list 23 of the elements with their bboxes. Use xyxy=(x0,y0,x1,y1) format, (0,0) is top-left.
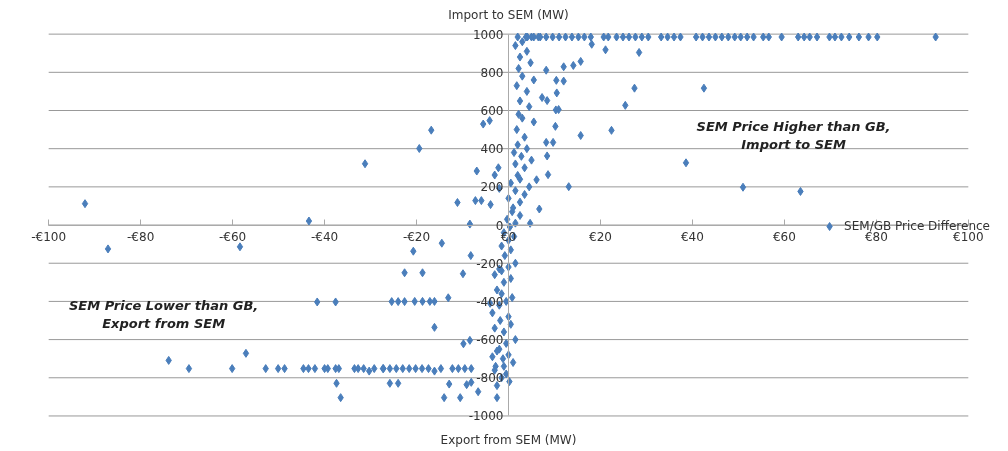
y-tick-label: -200 xyxy=(476,256,504,271)
x-tick-label: €40 xyxy=(680,230,704,245)
x-tick-label: -€40 xyxy=(310,230,339,245)
y-tick-label: -1000 xyxy=(468,409,504,424)
x-tick-label: €100 xyxy=(953,230,984,245)
annotation: SEM Price Higher than GB, Import to SEM xyxy=(696,118,891,152)
y-tick-label: 0 xyxy=(495,218,504,233)
y-tick-label: -600 xyxy=(476,333,504,348)
text: Export from SEM (MW) xyxy=(440,432,577,447)
x-tick-label: €80 xyxy=(864,230,888,245)
x-tick-label: -€60 xyxy=(218,230,247,245)
y-tick-label: 800 xyxy=(480,65,504,80)
y-tick-label: 1000 xyxy=(472,27,504,42)
x-tick-label: €20 xyxy=(589,230,612,245)
annotation: SEM Price Lower than GB, Export from SEM xyxy=(69,298,259,332)
legend-label: SEM/GB Price Difference xyxy=(844,218,990,233)
y-tick-label: 400 xyxy=(480,142,504,157)
x-tick-label: €60 xyxy=(772,230,796,245)
y-tick-label: 600 xyxy=(480,104,504,118)
y-axis-title: Import to SEM (MW) xyxy=(448,7,569,22)
x-tick-label: -€100 xyxy=(31,230,67,245)
x-tick-label: -€20 xyxy=(402,230,431,245)
x-tick-label: -€80 xyxy=(127,230,155,245)
